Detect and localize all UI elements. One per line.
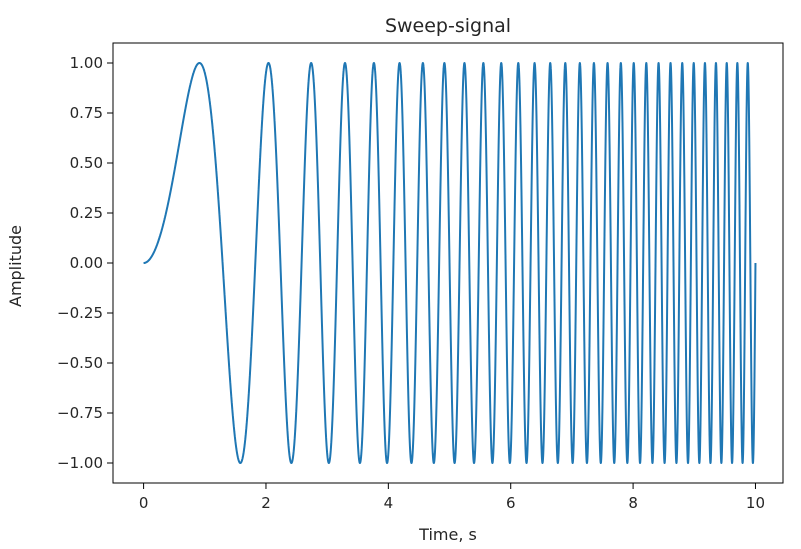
- plot-area: [142, 62, 757, 464]
- x-tick-label: 2: [261, 494, 271, 512]
- axis-ticks: 0 2 4 6 8 10 1.00 0.75 0.50 0.25 0.00 −0.25 −0.50 −0.…: [57, 54, 765, 512]
- x-axis-label: Time, s: [418, 525, 477, 544]
- x-tick-label: 8: [628, 494, 638, 512]
- x-tick-label: 6: [506, 494, 516, 512]
- y-tick-label: −1.00: [57, 454, 103, 472]
- y-tick-label: −0.25: [57, 304, 103, 322]
- y-tick-label: 0.00: [70, 254, 103, 272]
- y-tick-label: −0.50: [57, 354, 103, 372]
- x-tick-label: 4: [384, 494, 394, 512]
- y-tick-label: 1.00: [70, 54, 103, 72]
- y-axis-label: Amplitude: [6, 225, 25, 307]
- y-tick-label: −0.75: [57, 404, 103, 422]
- y-tick-label: 0.50: [70, 154, 103, 172]
- chart-title: Sweep-signal: [385, 15, 511, 37]
- y-tick-label: 0.75: [70, 104, 103, 122]
- plot-frame: [112, 42, 784, 484]
- x-tick-label: 0: [139, 494, 149, 512]
- x-tick-label: 10: [746, 494, 765, 512]
- y-tick-label: 0.25: [70, 204, 103, 222]
- series-line-sweep-signal: [142, 62, 757, 464]
